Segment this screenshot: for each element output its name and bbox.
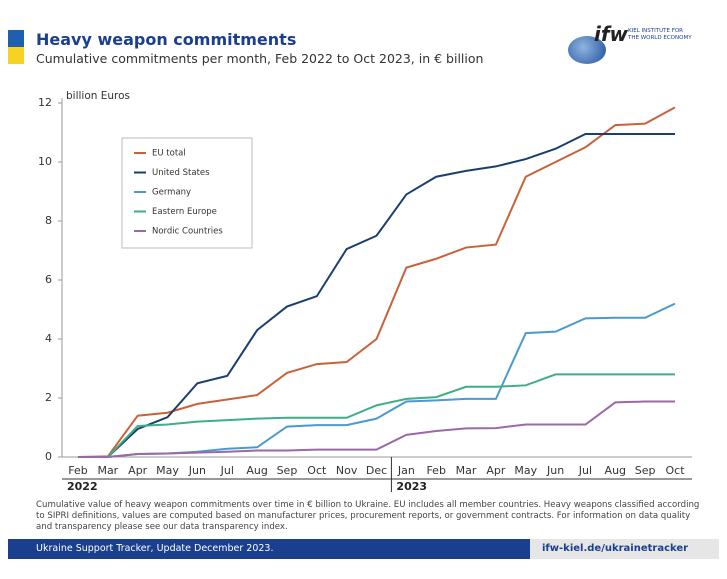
legend-label: United States [152, 168, 210, 178]
legend-label: Eastern Europe [152, 207, 217, 217]
series-line [78, 302, 676, 458]
x-tick-label: Feb [68, 464, 87, 477]
x-tick-label: Oct [665, 464, 685, 477]
x-tick-label: Sep [277, 464, 298, 477]
y-tick-label: 8 [45, 214, 52, 227]
x-tick-label: Dec [366, 464, 387, 477]
legend-label: EU total [152, 149, 186, 159]
flag-blue [8, 30, 24, 47]
x-tick-label: May [156, 464, 179, 477]
chart: 0 2 4 6 8 10 12 billion Euros Feb Mar Apr May Jun Jul… [38, 90, 692, 493]
y-axis-label: billion Euros [66, 90, 130, 102]
logo-globe [568, 36, 606, 64]
x-tick-label: Mar [456, 464, 477, 477]
x-tick-label: Jun [188, 464, 206, 477]
legend-label: Germany [152, 188, 191, 198]
logo: ifw [594, 22, 629, 46]
x-tick-label: Mar [97, 464, 118, 477]
x-tick-label: Feb [426, 464, 445, 477]
legend-box [121, 137, 253, 249]
footer-right-bg [530, 539, 719, 559]
x-tick-label: Jul [578, 464, 592, 477]
subtitle: Cumulative commitments per month, Feb 20… [36, 51, 484, 66]
x-tick-label: Jan [397, 464, 415, 477]
series-line [77, 106, 676, 458]
y-tick-label: 12 [38, 96, 52, 109]
title: Heavy weapon commitments [36, 30, 297, 49]
x-tick-label: Aug [605, 464, 626, 477]
x-tick-label: Apr [486, 464, 506, 477]
x-tick-label: Oct [307, 464, 327, 477]
footnote: Cumulative value of heavy weapon commitm… [36, 500, 700, 532]
y-tick-label: 4 [45, 332, 52, 345]
y-tick-label: 10 [38, 155, 52, 168]
flag-yellow [8, 47, 24, 64]
series-line [78, 400, 675, 458]
x-tick-label: May [514, 464, 537, 477]
series-line [78, 132, 675, 458]
legend-label: Nordic Countries [152, 227, 223, 237]
x-tick-label: Sep [635, 464, 656, 477]
y-tick-label: 6 [45, 273, 52, 286]
year-label: 2023 [396, 480, 427, 493]
y-tick-label: 0 [45, 450, 52, 463]
footer-left: Ukraine Support Tracker, Update December… [36, 543, 274, 554]
x-tick-label: Jul [220, 464, 234, 477]
x-tick-label: Apr [128, 464, 148, 477]
y-tick-label: 2 [45, 391, 52, 404]
x-tick-label: Aug [246, 464, 267, 477]
x-tick-label: Jun [546, 464, 564, 477]
footer-right: ifw-kiel.de/ukrainetracker [542, 543, 689, 554]
x-tick-label: Nov [336, 464, 358, 477]
year-label: 2022 [67, 480, 98, 493]
series-line [78, 373, 675, 458]
logo-text: KIEL INSTITUTE FOR [628, 28, 684, 34]
logo-text: THE WORLD ECONOMY [628, 35, 692, 41]
